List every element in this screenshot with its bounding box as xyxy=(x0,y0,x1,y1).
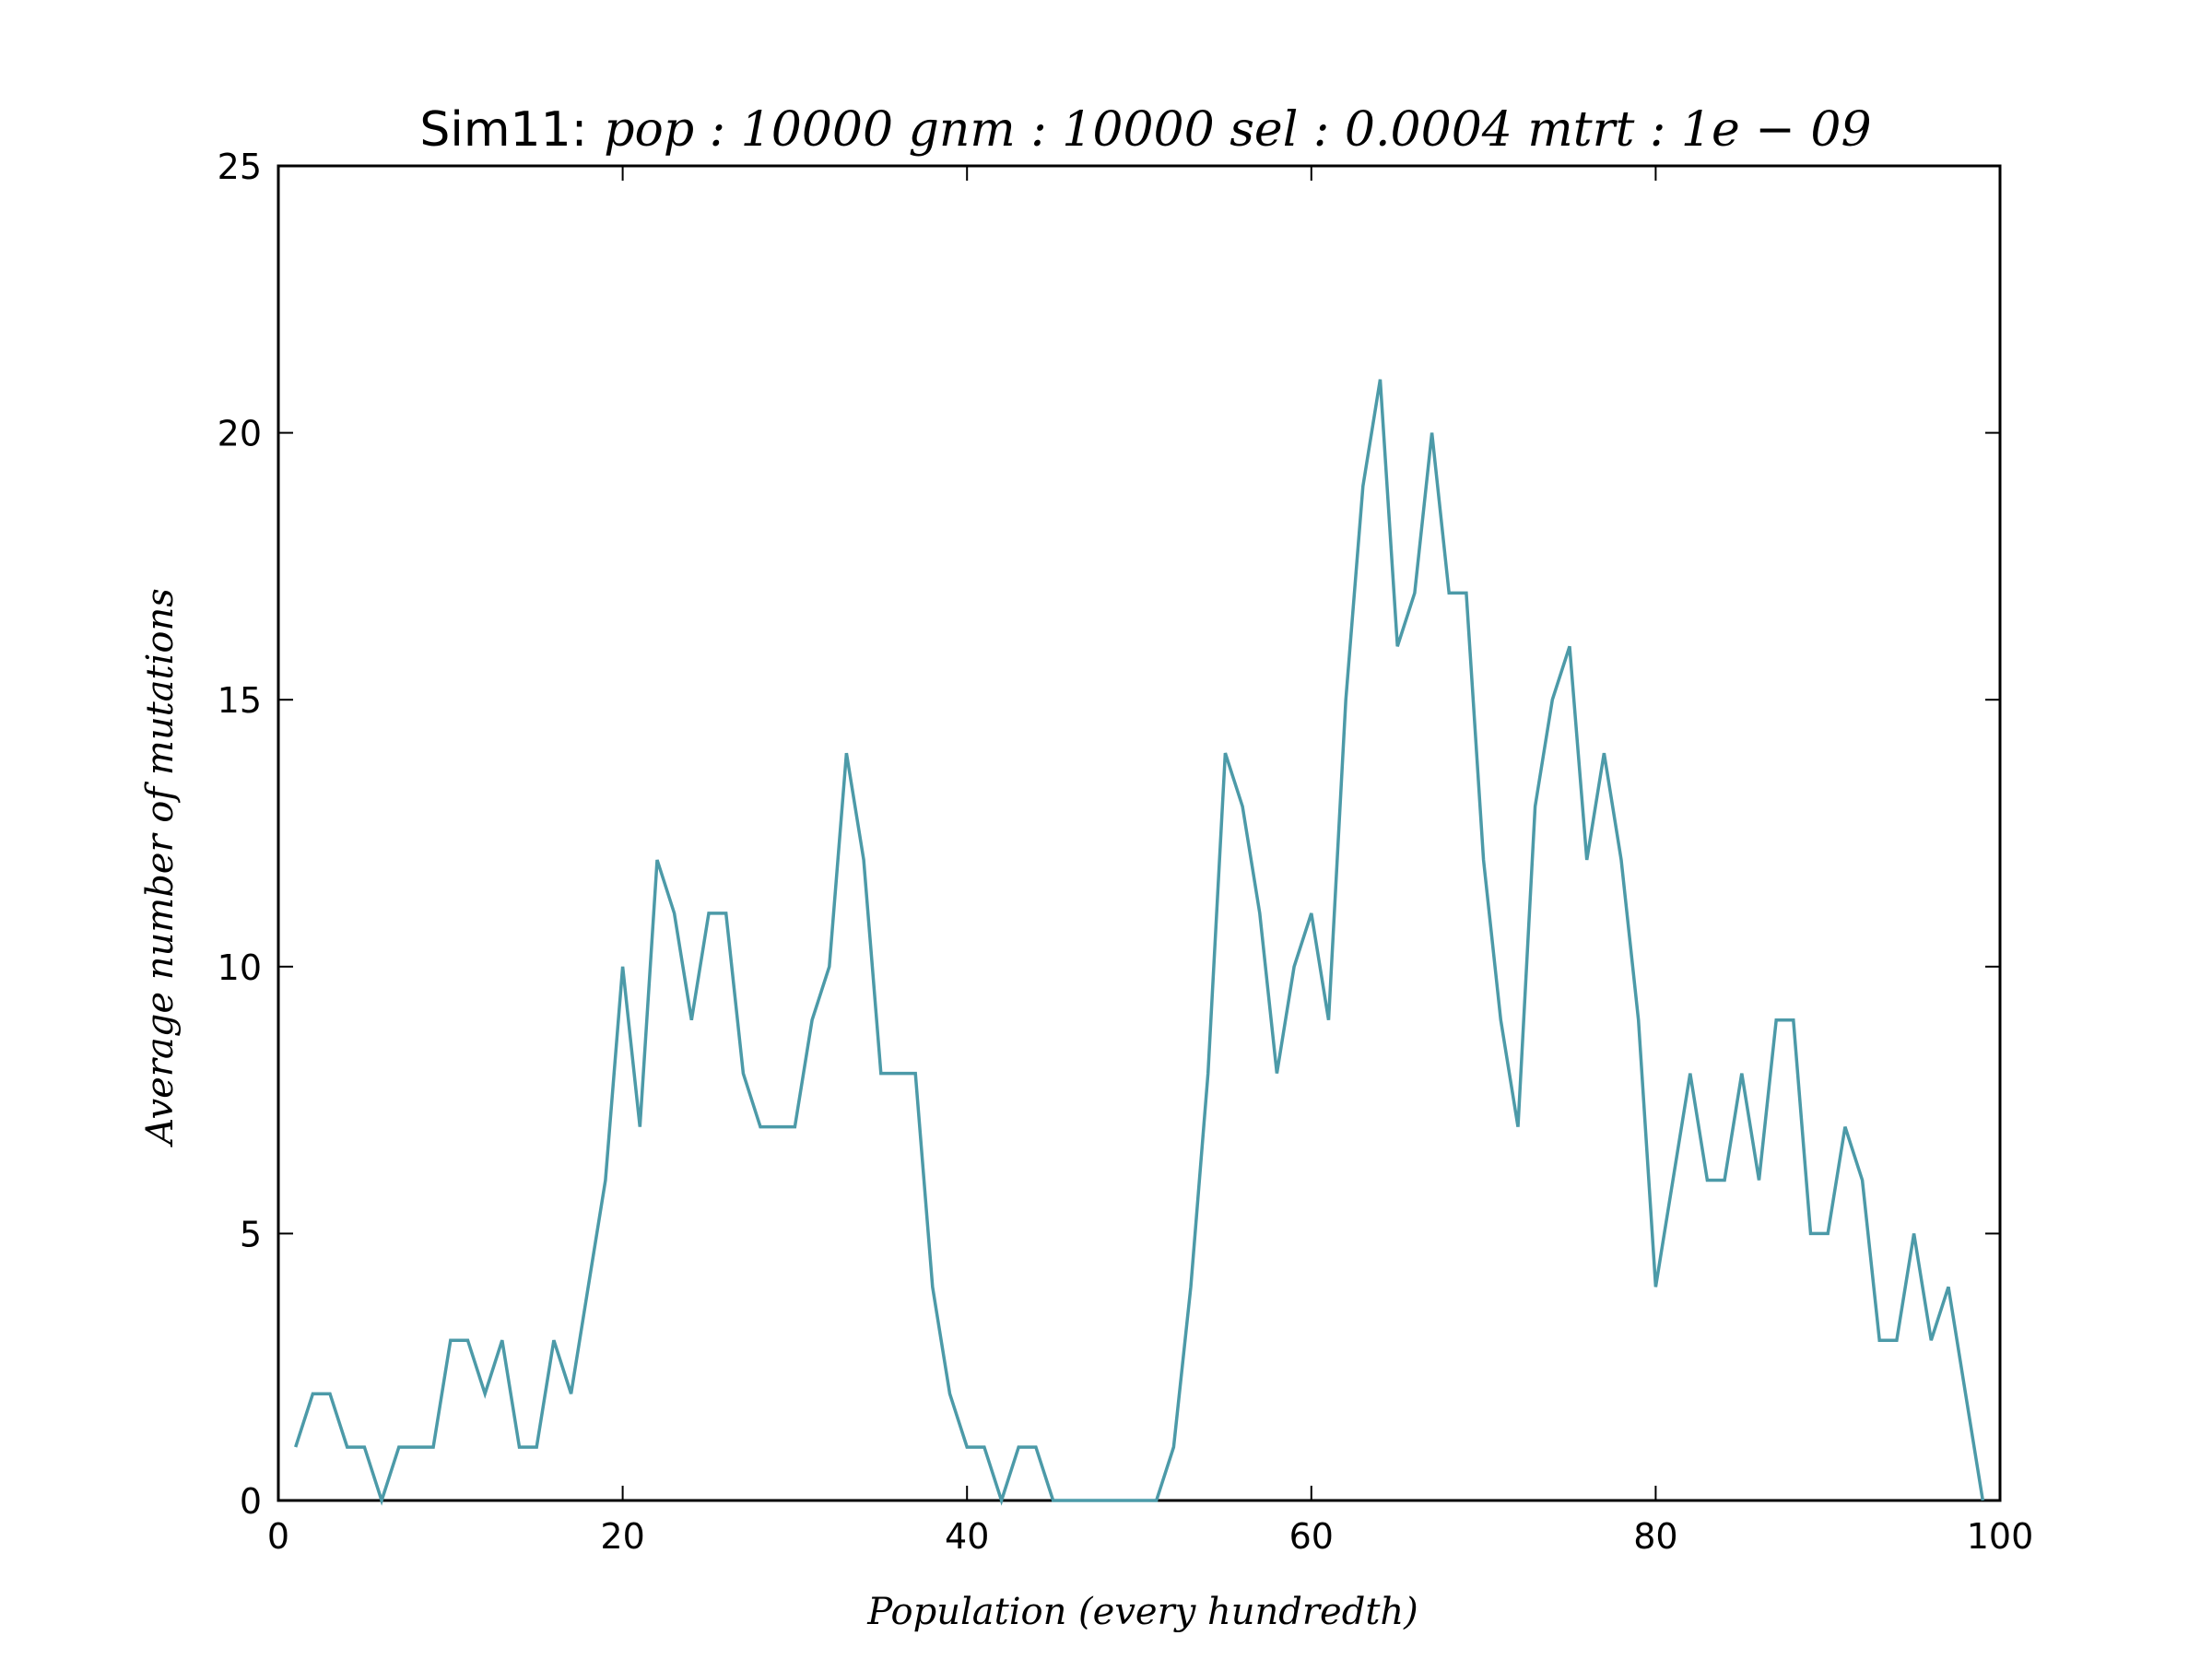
y-tick-label: 0 xyxy=(240,1481,262,1522)
x-axis-label: Population (every hundredth) xyxy=(866,1591,1418,1633)
x-tick-label: 100 xyxy=(1967,1516,2034,1557)
x-tick-label: 60 xyxy=(1289,1516,1334,1557)
x-tick-label: 20 xyxy=(600,1516,644,1557)
chart-title-params: pop : 10000 gnm : 10000 sel : 0.0004 mtr… xyxy=(604,102,1871,158)
y-tick-label: 5 xyxy=(240,1214,262,1254)
chart-title-prefix: Sim11: xyxy=(419,102,587,158)
series-line xyxy=(294,379,1985,1506)
x-tick-label: 80 xyxy=(1633,1516,1677,1557)
chart-title: Sim11: pop : 10000 gnm : 10000 sel : 0.0… xyxy=(419,102,1871,158)
y-axis-label: Average number of mutations xyxy=(139,588,182,1148)
x-axis-ticks: 0 20 40 60 80 100 xyxy=(267,166,2033,1557)
y-axis-ticks: 0 5 10 15 20 25 xyxy=(218,147,2000,1522)
y-tick-label: 25 xyxy=(218,147,262,187)
x-tick-label: 0 xyxy=(267,1516,289,1557)
y-tick-label: 20 xyxy=(218,414,262,454)
series-layer xyxy=(294,379,1985,1506)
y-tick-label: 10 xyxy=(218,947,262,988)
x-tick-label: 40 xyxy=(945,1516,989,1557)
y-tick-label: 15 xyxy=(218,680,262,721)
